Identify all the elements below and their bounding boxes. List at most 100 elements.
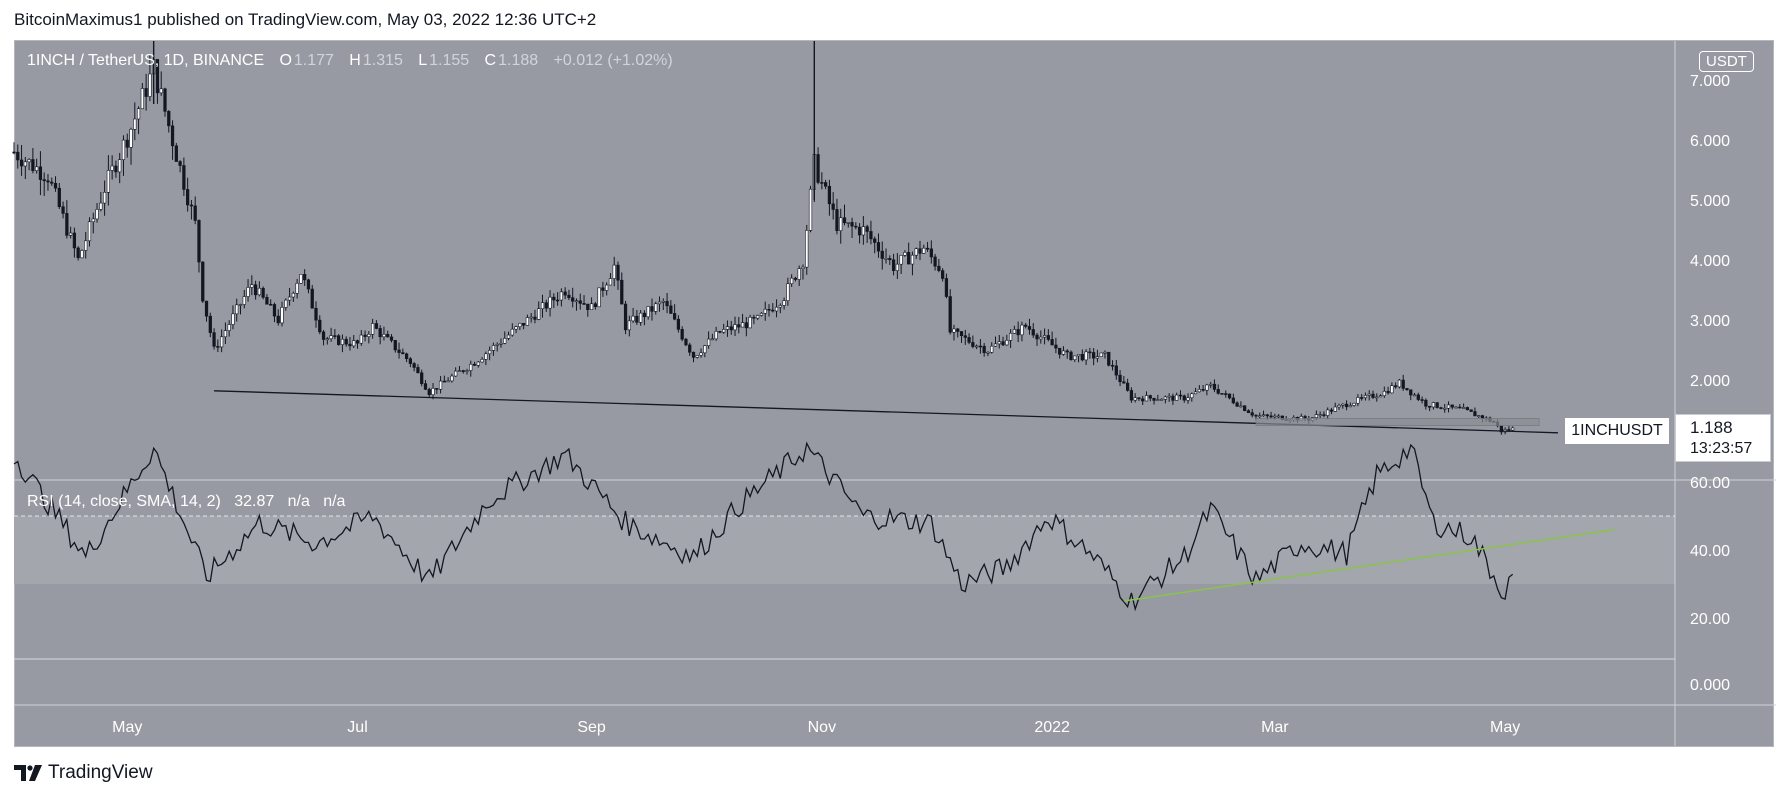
legend-low-label: L — [418, 52, 428, 69]
candle-body — [1394, 385, 1398, 388]
candle-body — [1416, 394, 1420, 400]
candle-body — [397, 349, 401, 353]
candle-body — [91, 218, 95, 223]
candle-body — [959, 331, 964, 337]
candle-body — [986, 351, 990, 354]
candle-body — [340, 338, 345, 345]
candle-body — [574, 300, 579, 303]
candle-body — [484, 353, 488, 360]
candle-body — [665, 300, 669, 307]
candle-body — [740, 322, 745, 328]
candle-body — [673, 313, 677, 320]
candle-body — [763, 308, 767, 314]
candle-body — [997, 341, 1001, 345]
candle-body — [1039, 336, 1043, 340]
legend-low-value: 1.155 — [429, 52, 470, 69]
candle-body — [1031, 329, 1035, 336]
candle-body — [276, 315, 280, 324]
candle-body — [223, 330, 228, 338]
candle-body — [793, 277, 798, 280]
candle-body — [261, 287, 265, 298]
candle-body — [1390, 385, 1394, 394]
candle-body — [201, 261, 205, 302]
candle-body — [586, 303, 590, 311]
candle-body — [27, 159, 31, 163]
time-tick-label: May — [112, 719, 142, 736]
candle-body — [654, 303, 658, 312]
candle-body — [1144, 395, 1149, 402]
candle-body — [220, 336, 224, 348]
candle-body — [657, 301, 662, 305]
candle-body — [99, 202, 103, 210]
candle-body — [1020, 324, 1024, 336]
candle-body — [325, 338, 329, 341]
candle-body — [1382, 390, 1386, 396]
candle-body — [182, 165, 186, 190]
price-legend: 1INCH / TetherUS, 1D, BINANCE O 1.177 H 1.… — [27, 52, 675, 70]
candle-body — [1008, 332, 1013, 341]
candle-body — [35, 166, 39, 171]
candle-body — [393, 340, 397, 351]
candle-body — [1088, 351, 1092, 354]
candle-body — [857, 226, 862, 236]
candle-body — [797, 268, 801, 280]
candle-body — [1107, 351, 1111, 366]
candle-body — [1409, 389, 1413, 396]
time-tick-label: May — [1490, 719, 1520, 736]
candle-body — [714, 331, 718, 340]
candle-body — [1261, 414, 1266, 417]
candle-body — [355, 340, 360, 344]
candle-body — [1273, 415, 1277, 418]
rsi-tick-label: 60.00 — [1690, 475, 1730, 492]
candle-body — [1058, 347, 1062, 355]
candle-body — [272, 304, 277, 317]
candle-body — [767, 308, 771, 311]
candle-body — [1326, 409, 1330, 416]
candle-body — [72, 232, 77, 249]
candle-body — [548, 296, 552, 309]
candle-body — [42, 179, 46, 182]
candle-body — [1012, 329, 1016, 334]
candle-body — [1035, 334, 1039, 340]
candle-body — [1050, 339, 1054, 346]
candle-body — [80, 250, 84, 259]
currency-badge[interactable]: USDT — [1699, 51, 1754, 72]
candle-body — [1439, 407, 1443, 409]
candle-body — [1446, 404, 1451, 409]
candle-body — [680, 329, 684, 340]
candle-body — [1212, 383, 1217, 390]
candle-body — [506, 334, 511, 339]
candle-body — [333, 335, 337, 337]
candle-body — [865, 226, 869, 232]
candle-body — [1069, 351, 1073, 361]
candle-body — [559, 291, 563, 301]
candle-body — [1405, 388, 1409, 391]
candle-body — [710, 338, 714, 341]
candle-body — [337, 335, 341, 345]
candle-body — [238, 304, 243, 306]
tradingview-logo[interactable]: TradingView — [14, 762, 153, 784]
candle-body — [242, 296, 246, 305]
candle-body — [374, 323, 379, 329]
candle-body — [1118, 374, 1122, 383]
last-price-value: 1.188 — [1690, 418, 1733, 437]
candle-body — [1065, 350, 1069, 353]
candle-body — [861, 226, 865, 236]
legend-high-label: H — [349, 52, 361, 69]
candle-body — [19, 159, 24, 167]
candle-body — [1103, 351, 1107, 354]
candle-body — [1360, 397, 1364, 399]
candle-body — [121, 139, 126, 160]
candle-body — [1133, 397, 1137, 401]
candle-body — [438, 380, 443, 390]
price-tick-label: 7.000 — [1690, 73, 1730, 90]
candle-body — [771, 309, 775, 312]
legend-open-value: 1.177 — [293, 52, 334, 69]
candle-body — [782, 300, 786, 306]
candle-body — [408, 358, 412, 364]
candle-body — [552, 296, 556, 301]
candle-body — [537, 308, 541, 320]
candle-body — [1412, 394, 1417, 397]
time-tick-label: Nov — [808, 719, 836, 736]
